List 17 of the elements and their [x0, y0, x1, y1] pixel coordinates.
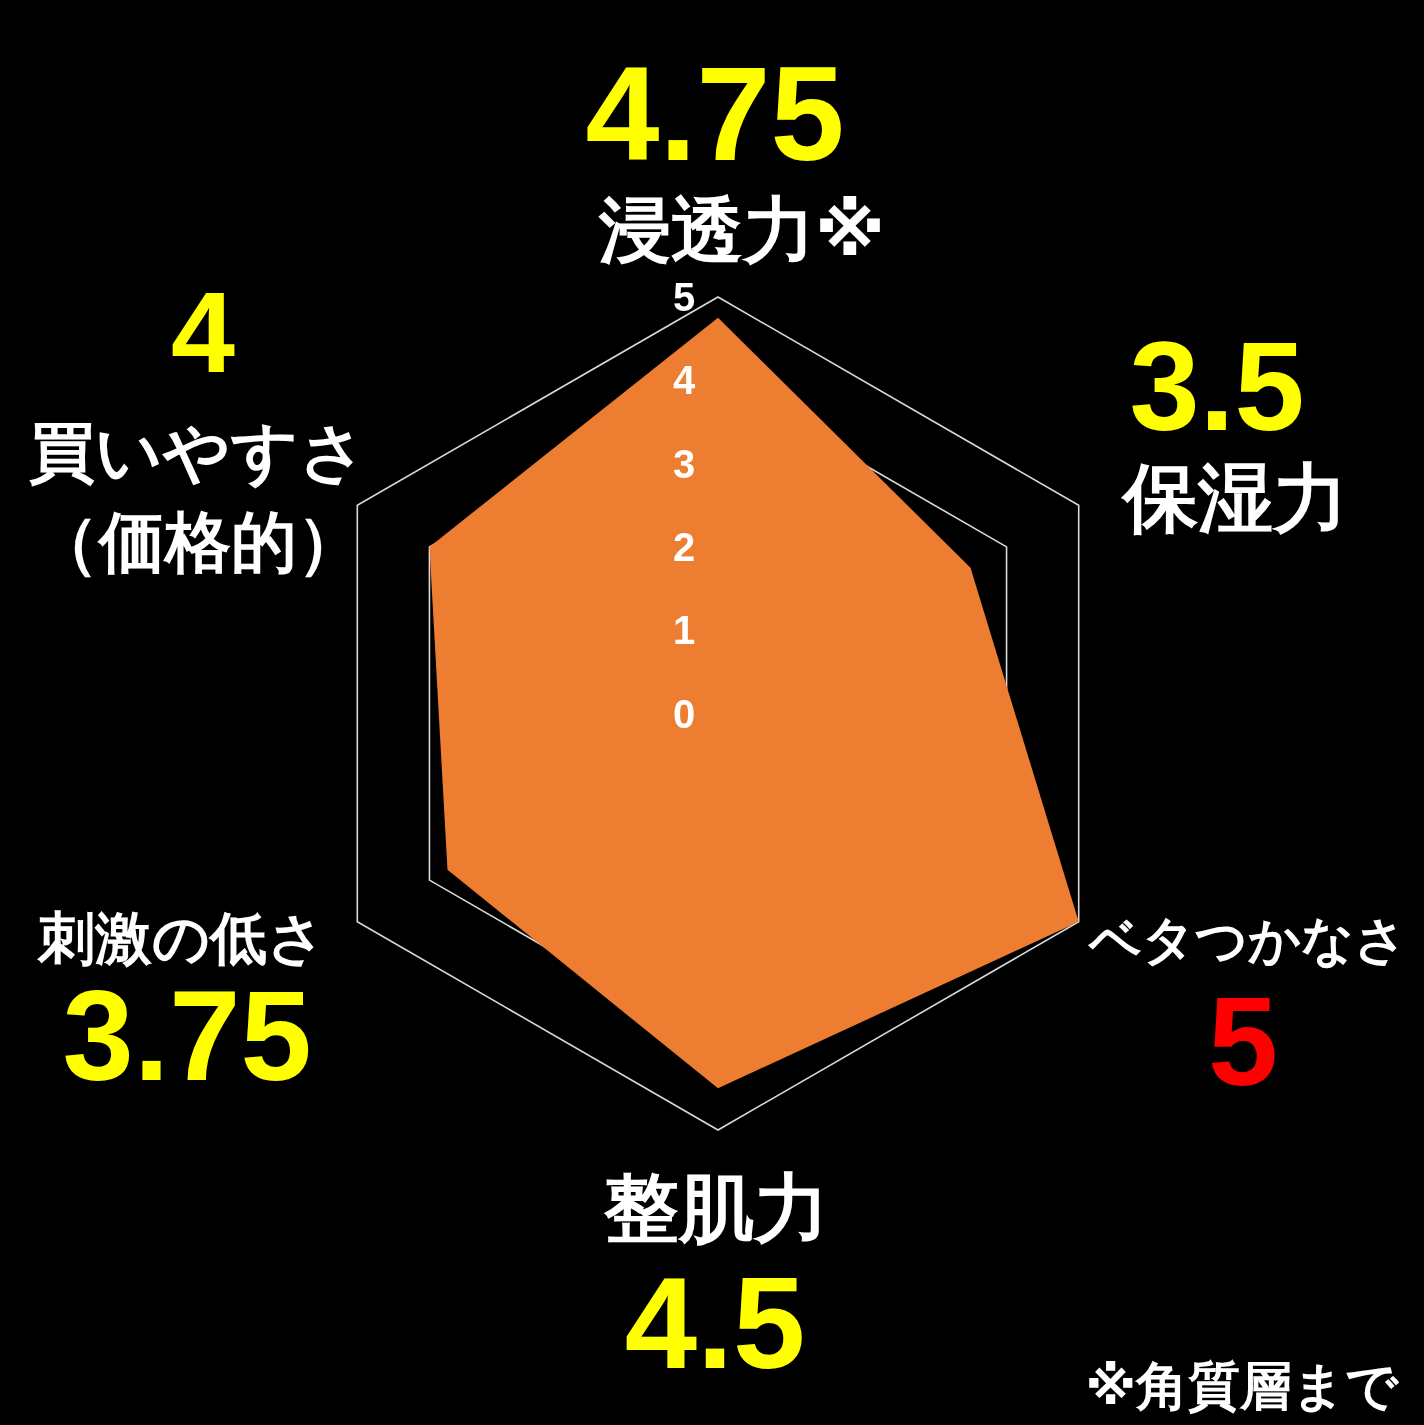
data-label: 5 — [1207, 971, 1279, 1112]
y-tick-label: 2 — [672, 524, 696, 569]
spoke-label: 整肌力 — [602, 1164, 829, 1252]
data-label: 4.5 — [624, 1250, 806, 1396]
y-tick-label: 3 — [672, 441, 696, 486]
text: ※角質層まで — [1085, 1356, 1400, 1416]
spoke-label: 浸透力※ — [598, 188, 885, 272]
spoke-label: ベタつかなさ — [1087, 910, 1407, 970]
data-label: 3.5 — [1129, 316, 1305, 457]
y-tick-label: 5 — [672, 275, 696, 319]
spoke-label: 買いやすさ（価格的） — [29, 414, 367, 581]
y-tick-label: 0 — [672, 691, 696, 736]
y-tick-label: 4 — [672, 358, 696, 403]
data-label: 4.75 — [585, 40, 845, 188]
y-tick-label: 1 — [672, 608, 696, 653]
data-label: 4 — [171, 268, 236, 396]
spoke-label: 保湿力 — [1119, 454, 1348, 542]
